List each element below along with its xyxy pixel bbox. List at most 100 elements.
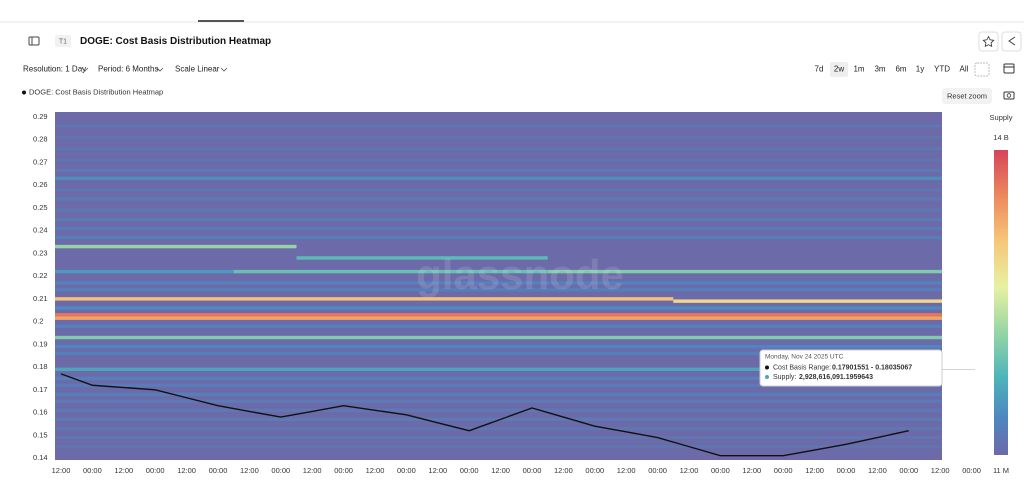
- heatmap-band: [55, 269, 234, 274]
- y-tick-label: 0.28: [33, 135, 48, 144]
- calendar-icon[interactable]: [1003, 63, 1015, 74]
- camera-icon[interactable]: [1003, 91, 1015, 100]
- x-tick-label: 00:00: [648, 466, 667, 475]
- heatmap-band: [55, 335, 942, 340]
- range-button[interactable]: YTD: [934, 65, 950, 74]
- y-tick-label: 0.24: [33, 226, 48, 235]
- x-tick-label: 00:00: [837, 466, 856, 475]
- heatmap-band: [55, 316, 942, 320]
- legend-label[interactable]: DOGE: Cost Basis Distribution Heatmap: [29, 87, 163, 96]
- heatmap-band: [55, 281, 942, 285]
- scale-dropdown[interactable]: Scale Linear: [175, 65, 220, 74]
- resolution-dropdown[interactable]: Resolution: 1 Day: [23, 65, 86, 74]
- heatmap-band: [55, 383, 942, 387]
- x-tick-label: 00:00: [711, 466, 730, 475]
- x-tick-label: 00:00: [271, 466, 290, 475]
- x-tick-label: 00:00: [523, 466, 542, 475]
- heatmap-band: [55, 306, 942, 310]
- heatmap-band: [55, 444, 942, 449]
- badge: T1: [59, 38, 67, 45]
- tooltip-supply-label: Supply:: [773, 374, 796, 381]
- heatmap-band: [55, 176, 942, 181]
- heatmap-band: [55, 351, 942, 356]
- star-button[interactable]: [978, 31, 999, 52]
- tooltip-dot: [765, 375, 769, 379]
- colorbar-title: Supply: [990, 113, 1013, 122]
- range-button[interactable]: 6m: [895, 65, 906, 74]
- heatmap-band: [55, 344, 942, 349]
- y-tick-label: 0.14: [33, 453, 48, 462]
- x-tick-label: 00:00: [209, 466, 228, 475]
- panel-title: DOGE: Cost Basis Distribution Heatmap: [80, 36, 271, 47]
- x-tick-label: 12:00: [554, 466, 573, 475]
- reset-zoom-label[interactable]: Reset zoom: [947, 91, 987, 100]
- heatmap-band: [673, 299, 942, 303]
- x-tick-label: 12:00: [177, 466, 196, 475]
- range-button[interactable]: 3m: [874, 65, 885, 74]
- chevron: [156, 67, 164, 72]
- range-button[interactable]: 2w: [834, 65, 844, 74]
- period-dropdown[interactable]: Period: 6 Months: [98, 65, 158, 74]
- camera-lens: [1006, 93, 1012, 98]
- reset-zoom-button[interactable]: [942, 88, 992, 104]
- y-tick-label: 0.26: [33, 180, 48, 189]
- y-tick-label: 0.19: [33, 339, 48, 348]
- heatmap-band: [55, 288, 942, 292]
- y-tick-label: 0.16: [33, 408, 48, 417]
- heatmap-band: [55, 426, 942, 431]
- y-tick-label: 0.25: [33, 203, 48, 212]
- heatmap-band: [55, 147, 942, 151]
- heatmap-band: [55, 217, 942, 222]
- zoom-select-icon[interactable]: [974, 62, 990, 77]
- badge-box: [55, 35, 71, 47]
- range-button[interactable]: 1y: [916, 65, 924, 74]
- colorbar: [994, 150, 1008, 455]
- heatmap-band: [55, 124, 942, 128]
- x-tick-label: 12:00: [931, 466, 950, 475]
- sidebar-icon[interactable]: [28, 36, 40, 46]
- x-tick-label: 12:00: [366, 466, 385, 475]
- chevron: [220, 67, 228, 72]
- range-button[interactable]: 7d: [815, 65, 824, 74]
- y-tick-label: 0.15: [33, 430, 48, 439]
- share-icon: [1008, 36, 1016, 46]
- tooltip-box: [759, 349, 943, 387]
- range-button[interactable]: All: [960, 65, 969, 74]
- price-line: [60, 373, 909, 457]
- x-tick-label: 00:00: [334, 466, 353, 475]
- x-tick-label: 00:00: [83, 466, 102, 475]
- heatmap-band: [55, 392, 942, 397]
- heatmap-band: [55, 417, 942, 422]
- x-tick-label: 12:00: [303, 466, 322, 475]
- x-tick-label: 12:00: [680, 466, 699, 475]
- y-tick-label: 0.18: [33, 362, 48, 371]
- heatmap-band: [547, 269, 942, 274]
- heatmap-band: [55, 208, 942, 212]
- heatmap-band: [55, 244, 297, 249]
- x-tick-label: 00:00: [774, 466, 793, 475]
- y-tick-label: 0.17: [33, 385, 48, 394]
- heatmap-band: [55, 168, 942, 173]
- heatmap-band: [55, 408, 942, 412]
- heatmap-band: [55, 197, 942, 201]
- x-tick-label: 12:00: [805, 466, 824, 475]
- tooltip-range-label: Cost Basis Range:: [773, 364, 831, 371]
- heatmap-band: [55, 435, 942, 440]
- heatmap-band: [55, 297, 674, 301]
- heatmap-band: [233, 269, 548, 274]
- x-tick-label: 00:00: [962, 466, 981, 475]
- share-button[interactable]: [1001, 31, 1022, 52]
- x-tick-label: 00:00: [460, 466, 479, 475]
- y-tick-label: 0.29: [33, 112, 48, 121]
- tooltip-dot: [765, 365, 769, 370]
- heatmap-band: [55, 324, 942, 328]
- heatmap-band: [55, 226, 942, 231]
- range-active: [830, 62, 848, 77]
- x-tick-label: 12:00: [617, 466, 636, 475]
- heatmap-band: [296, 256, 548, 260]
- heatmap-band: [55, 376, 942, 381]
- x-tick-label: 12:00: [52, 466, 71, 475]
- range-button[interactable]: 1m: [853, 65, 864, 74]
